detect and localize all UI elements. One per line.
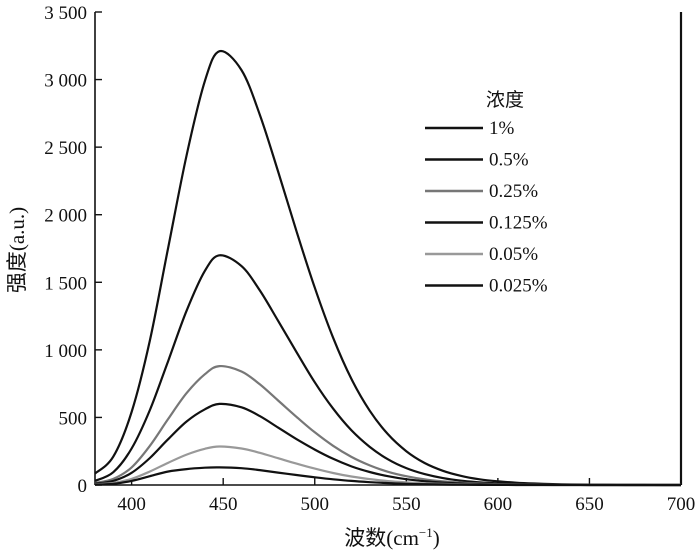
y-tick-label: 2 500	[44, 138, 87, 159]
legend: 浓度 1% 0.5% 0.25% 0.125% 0.05% 0.025%	[425, 89, 548, 297]
y-tick-label: 1 000	[44, 341, 87, 362]
legend-label: 0.125%	[489, 213, 548, 234]
legend-title: 浓度	[486, 89, 524, 111]
x-axis-title-superscript: −1	[419, 525, 433, 540]
y-tick-label: 1 500	[44, 273, 87, 294]
legend-label: 0.025%	[489, 276, 548, 297]
x-tick-label: 450	[209, 494, 238, 515]
x-tick-label: 550	[392, 494, 421, 515]
legend-label: 1%	[489, 118, 515, 139]
x-axis-title: 波数(cm−1)	[344, 525, 440, 550]
y-tick-label: 3 500	[44, 3, 87, 24]
plot-frame	[94, 12, 683, 486]
y-tick-label: 500	[59, 408, 88, 429]
legend-label: 0.25%	[489, 181, 538, 202]
series-line-1	[94, 49, 681, 487]
y-tick-label: 2 000	[44, 206, 87, 227]
legend-label: 0.5%	[489, 150, 529, 171]
y-tick-label: 3 000	[44, 71, 87, 92]
x-tick-label: 500	[301, 494, 330, 515]
y-axis-title: 强度(a.u.)	[5, 207, 29, 293]
series-line-2	[94, 254, 681, 487]
x-tick-label: 650	[575, 494, 604, 515]
x-tick-label: 400	[117, 494, 146, 515]
x-tick-label: 600	[484, 494, 513, 515]
series-lines	[94, 49, 681, 487]
y-tick-label: 0	[78, 476, 88, 497]
x-axis-title-main: 波数(cm	[344, 526, 419, 550]
series-line-6	[94, 466, 681, 487]
x-tick-label: 700	[667, 494, 696, 515]
x-axis-title-close: )	[433, 526, 440, 550]
series-line-5	[94, 445, 681, 487]
legend-label: 0.05%	[489, 244, 538, 265]
x-axis: 400 450 500 550 600 650 700	[117, 478, 695, 515]
y-axis: 0 500 1 000 1 500 2 000 2 500 3 000 3 500	[44, 3, 102, 497]
